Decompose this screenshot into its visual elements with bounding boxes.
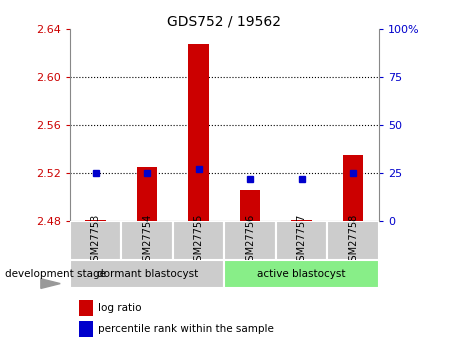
Text: active blastocyst: active blastocyst <box>258 269 346 279</box>
Text: GSM27755: GSM27755 <box>193 214 204 267</box>
Bar <box>70 221 121 260</box>
Polygon shape <box>41 279 60 288</box>
Text: percentile rank within the sample: percentile rank within the sample <box>98 324 274 334</box>
Bar <box>173 221 225 260</box>
Text: GSM27758: GSM27758 <box>348 214 358 267</box>
Bar <box>85 220 106 221</box>
Text: development stage: development stage <box>5 269 106 279</box>
Bar <box>79 322 93 337</box>
Bar <box>189 44 209 221</box>
Text: dormant blastocyst: dormant blastocyst <box>97 269 198 279</box>
Text: log ratio: log ratio <box>98 303 141 313</box>
Text: GSM27754: GSM27754 <box>142 214 152 267</box>
Bar <box>276 221 327 260</box>
Bar <box>327 221 379 260</box>
Text: GSM27757: GSM27757 <box>297 214 307 267</box>
Bar <box>291 220 312 221</box>
Title: GDS752 / 19562: GDS752 / 19562 <box>167 14 281 28</box>
Text: GSM27756: GSM27756 <box>245 214 255 267</box>
Bar <box>79 300 93 316</box>
Bar <box>121 221 173 260</box>
Bar <box>137 167 157 221</box>
Bar <box>240 190 260 221</box>
Bar <box>225 260 379 288</box>
Bar <box>343 155 364 221</box>
Bar <box>225 221 276 260</box>
Bar <box>70 260 225 288</box>
Text: GSM27753: GSM27753 <box>91 214 101 267</box>
